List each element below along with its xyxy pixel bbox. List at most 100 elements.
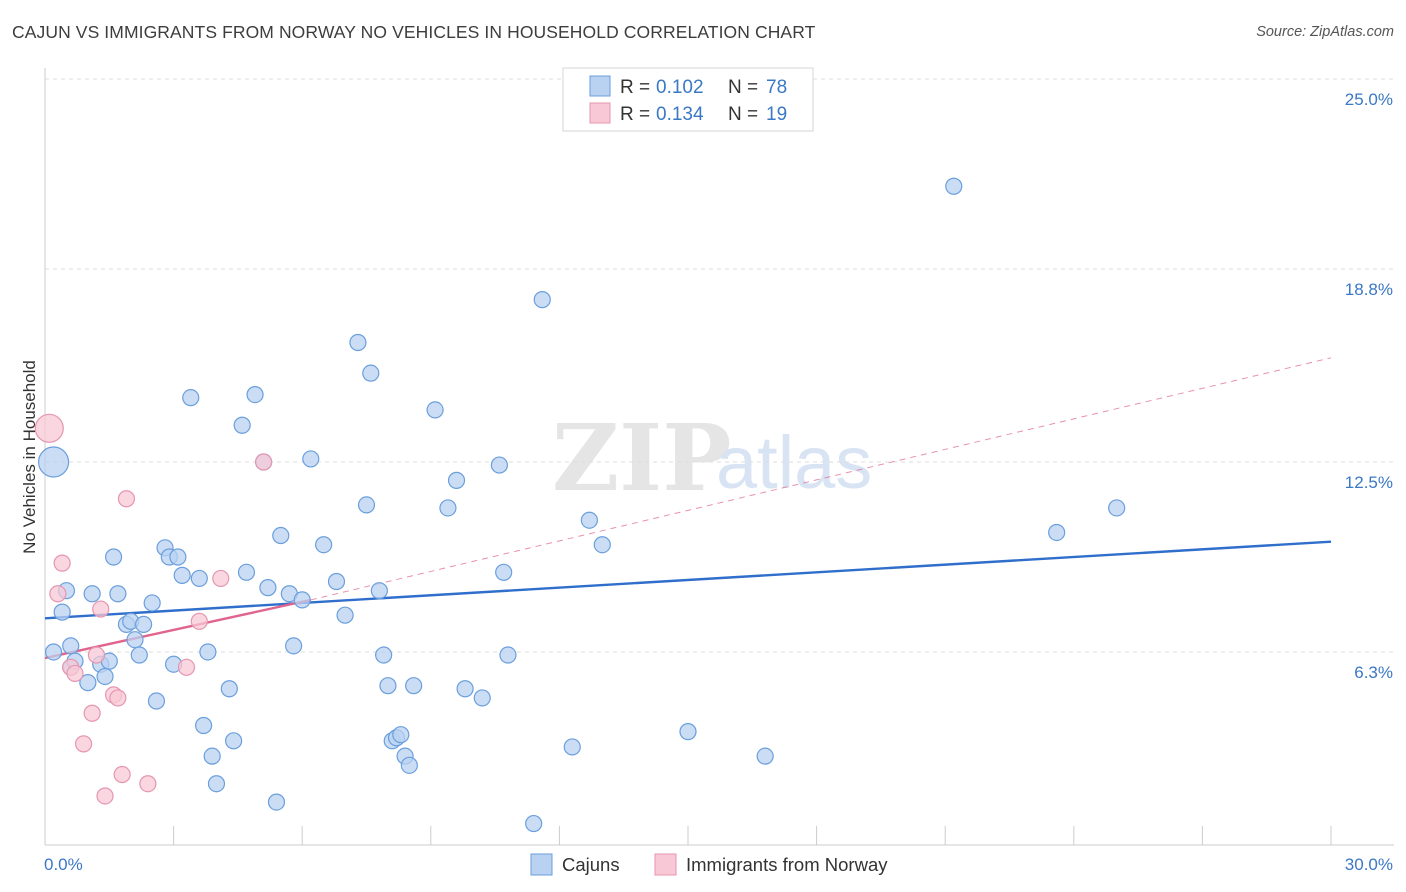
legend-n-value-1: 78 [766, 77, 787, 98]
cajun-point [237, 563, 256, 581]
cajun-point [533, 291, 551, 309]
cajun-point [37, 446, 70, 478]
cajun-point [96, 667, 114, 686]
chart-title: CAJUN VS IMMIGRANTS FROM NORWAY NO VEHIC… [12, 22, 816, 42]
norway-point [139, 775, 157, 793]
cajun-point [349, 333, 367, 352]
y-axis-label: No Vehicles in Household [20, 360, 39, 554]
bottom-legend-label-norway: Immigrants from Norway [686, 854, 888, 875]
cajun-point [379, 677, 397, 695]
cajun-point [53, 603, 71, 621]
cajun-point [580, 511, 599, 529]
cajun-point [285, 637, 303, 655]
norway-trend-extension [310, 357, 1332, 601]
cajun-point [126, 631, 144, 649]
legend-n-label-2: N = [728, 104, 758, 125]
cajun-point [1108, 499, 1126, 517]
cajun-point [104, 548, 123, 566]
x-tick-label-min: 0.0% [44, 855, 83, 874]
cajun-point [62, 637, 80, 655]
cajun-point [327, 572, 346, 591]
cajun-point [246, 385, 264, 404]
cajun-point [945, 177, 963, 195]
cajun-point [203, 747, 221, 765]
cajun-point [439, 499, 457, 517]
cajun-point [563, 738, 581, 756]
x-tick-label-max: 30.0% [1345, 855, 1393, 874]
cajun-point [190, 569, 208, 588]
norway-point [190, 612, 208, 630]
norway-point [53, 554, 71, 572]
cajun-point [182, 389, 200, 407]
cajun-point [302, 450, 320, 468]
watermark-zip: ZIP [552, 404, 731, 512]
cajun-point [267, 793, 286, 811]
cajun-point [370, 582, 388, 600]
cajun-point [1048, 523, 1066, 542]
cajun-point [233, 416, 251, 434]
cajun-point [173, 566, 191, 584]
cajun-point [220, 680, 238, 698]
bottom-legend-swatch-cajuns [530, 853, 553, 876]
norway-point [255, 453, 273, 471]
y-tick-label-0: 6.3% [1354, 663, 1393, 682]
legend-swatch-cajuns [589, 75, 611, 97]
tick-labels: 6.3% 12.5% 18.8% 25.0% 0.0% 30.0% [44, 90, 1393, 874]
trend-lines [44, 357, 1332, 660]
cajun-point [357, 496, 376, 514]
cajun-point [499, 646, 517, 664]
cajun-point [426, 401, 444, 419]
cajun-point [456, 680, 474, 698]
bottom-legend-label-cajuns: Cajuns [562, 854, 620, 875]
bottom-legend: Cajuns Immigrants from Norway [530, 853, 888, 876]
cajun-point [207, 775, 226, 793]
legend-r-value-2: 0.134 [656, 104, 704, 125]
legend-r-label-2: R = [620, 104, 650, 125]
cajun-point [375, 646, 393, 664]
cajun-point [679, 723, 697, 741]
cajun-point [490, 456, 508, 474]
legend-r-label-1: R = [620, 77, 650, 98]
cajun-point [400, 756, 418, 774]
norway-point [96, 787, 114, 805]
legend: R = 0.102 N = 78 R = 0.134 N = 19 [562, 67, 814, 132]
cajun-point [195, 716, 213, 735]
cajun-point [336, 606, 354, 624]
norway-point [117, 490, 136, 508]
cajun-point [109, 585, 127, 603]
cajun-point [130, 646, 148, 664]
cajun-point [495, 563, 513, 581]
cajun-point [134, 615, 153, 633]
norway-point [83, 704, 101, 722]
norway-point [92, 600, 110, 618]
cajun-point [169, 548, 187, 566]
norway-point [87, 646, 106, 664]
cajun-point [405, 677, 423, 695]
cajun-point [362, 364, 380, 382]
legend-n-value-2: 19 [766, 104, 787, 125]
cajun-point [83, 585, 101, 603]
cajun-point [392, 726, 410, 744]
legend-n-label-1: N = [728, 77, 758, 98]
y-tick-label-1: 12.5% [1345, 473, 1393, 492]
norway-point [109, 689, 127, 707]
norway-point [34, 413, 64, 443]
cajun-point [315, 536, 333, 554]
legend-r-value-1: 0.102 [656, 77, 704, 98]
data-points [34, 177, 1126, 833]
cajun-point [293, 591, 311, 609]
cajun-point [225, 732, 243, 750]
source-credit: Source: ZipAtlas.com [1256, 24, 1394, 40]
norway-point [177, 658, 196, 676]
bottom-legend-swatch-norway [654, 853, 677, 876]
norway-point [113, 765, 131, 784]
cajun-point [44, 643, 63, 661]
norway-point [49, 585, 67, 603]
norway-point [74, 735, 93, 753]
cajun-point [79, 674, 97, 692]
cajun-trend-line [44, 540, 1332, 620]
cajun-point [259, 579, 277, 597]
norway-trend-line [44, 598, 312, 660]
legend-swatch-norway [589, 102, 611, 124]
cajun-point [473, 689, 491, 707]
